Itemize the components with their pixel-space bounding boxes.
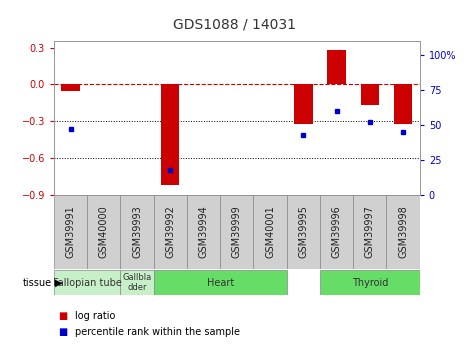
Bar: [320, 195, 353, 269]
Bar: [361, 85, 379, 105]
Bar: [253, 195, 287, 269]
Text: GDS1088 / 14031: GDS1088 / 14031: [173, 17, 296, 31]
Bar: [121, 195, 154, 269]
Text: percentile rank within the sample: percentile rank within the sample: [75, 327, 240, 337]
Bar: [54, 270, 121, 295]
Bar: [187, 195, 220, 269]
Bar: [87, 195, 121, 269]
Bar: [154, 270, 287, 295]
Text: GSM39992: GSM39992: [166, 206, 175, 258]
Text: ▶: ▶: [55, 278, 62, 287]
Bar: [386, 195, 420, 269]
Text: log ratio: log ratio: [75, 311, 115, 321]
Bar: [320, 270, 420, 295]
Bar: [327, 50, 346, 85]
Text: GSM39999: GSM39999: [232, 206, 242, 258]
Text: GSM39993: GSM39993: [132, 206, 142, 258]
Bar: [353, 195, 386, 269]
Text: Thyroid: Thyroid: [352, 278, 388, 287]
Text: tissue: tissue: [23, 278, 52, 287]
Bar: [54, 195, 87, 269]
Bar: [394, 85, 412, 124]
Bar: [220, 195, 253, 269]
Text: Fallopian tube: Fallopian tube: [53, 278, 121, 287]
Bar: [121, 270, 154, 295]
Text: GSM39998: GSM39998: [398, 206, 408, 258]
Text: GSM39996: GSM39996: [332, 206, 341, 258]
Text: Heart: Heart: [206, 278, 234, 287]
Text: GSM39994: GSM39994: [198, 206, 209, 258]
Bar: [294, 85, 312, 124]
Text: ■: ■: [58, 327, 67, 337]
Bar: [287, 195, 320, 269]
Text: GSM39997: GSM39997: [365, 206, 375, 258]
Text: Gallbla
dder: Gallbla dder: [122, 273, 151, 292]
Text: GSM40001: GSM40001: [265, 206, 275, 258]
Bar: [161, 85, 180, 185]
Text: GSM39995: GSM39995: [298, 206, 308, 258]
Bar: [154, 195, 187, 269]
Text: ■: ■: [58, 311, 67, 321]
Bar: [61, 85, 80, 90]
Text: GSM39991: GSM39991: [66, 206, 76, 258]
Text: GSM40000: GSM40000: [99, 206, 109, 258]
